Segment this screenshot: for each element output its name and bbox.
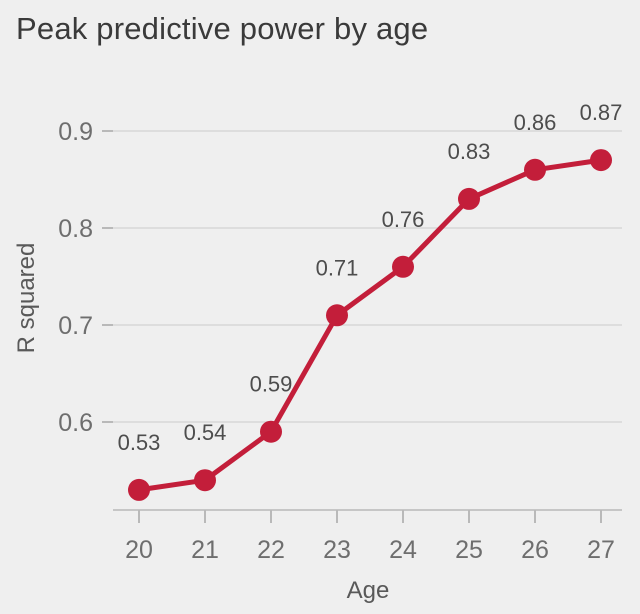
data-point-label: 0.76 — [382, 207, 425, 232]
trend-line — [136, 157, 604, 493]
x-tick-label: 24 — [389, 536, 417, 564]
data-point-label: 0.83 — [448, 139, 491, 164]
data-point-label: 0.54 — [184, 420, 227, 445]
y-axis-title: R squared — [13, 242, 40, 354]
x-tick-label: 20 — [125, 536, 153, 564]
x-axis-title: Age — [346, 577, 390, 604]
data-point-label: 0.87 — [580, 100, 623, 125]
data-point — [194, 469, 216, 492]
data-point — [326, 304, 348, 327]
x-tick-label: 26 — [521, 536, 549, 564]
x-tick-label: 27 — [587, 536, 615, 564]
y-tick-label: 0.6 — [58, 409, 93, 437]
y-tick-label: 0.8 — [58, 215, 93, 243]
x-tick-label: 22 — [257, 536, 285, 564]
y-tick-label: 0.9 — [58, 118, 93, 146]
data-point — [590, 149, 612, 172]
data-point — [458, 187, 480, 210]
data-point-label: 0.71 — [316, 255, 359, 280]
x-tick-label: 23 — [323, 536, 351, 564]
y-tick-label: 0.7 — [58, 312, 93, 340]
x-tick-label: 21 — [191, 536, 219, 564]
data-point-label: 0.86 — [514, 110, 557, 135]
data-point — [524, 158, 546, 181]
x-tick-label: 25 — [455, 536, 483, 564]
data-point — [392, 255, 414, 278]
data-point — [128, 478, 150, 501]
data-point-label: 0.53 — [118, 430, 161, 455]
chart-title: Peak predictive power by age — [16, 11, 429, 46]
data-point — [260, 420, 282, 443]
data-point-label: 0.59 — [250, 372, 293, 397]
